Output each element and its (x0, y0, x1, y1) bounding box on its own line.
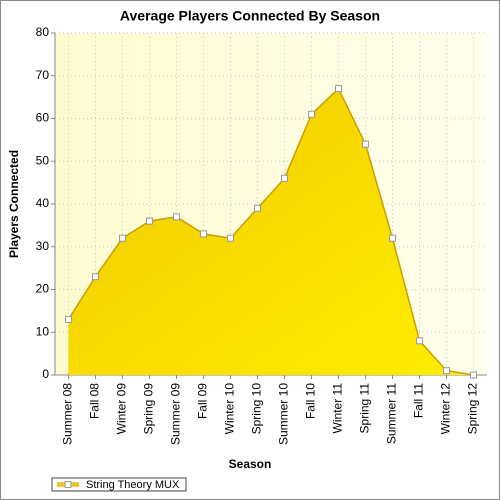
x-tick-label: Fall 09 (196, 383, 210, 419)
point-marker (389, 234, 396, 242)
x-tick-label: Spring 10 (250, 383, 264, 435)
x-tick-label: Winter 10 (223, 383, 237, 435)
point-marker (119, 234, 126, 242)
chart-title: Average Players Connected By Season (120, 8, 380, 24)
y-tick-label: 60 (36, 111, 50, 125)
y-tick-label: 30 (36, 239, 50, 253)
point-marker (416, 337, 423, 345)
x-tick-label: Spring 12 (466, 383, 480, 435)
point-marker (254, 204, 261, 212)
x-tick-label: Winter 11 (331, 383, 345, 434)
x-tick-label: Fall 11 (412, 383, 426, 418)
line (67, 87, 474, 376)
point-marker (92, 273, 99, 281)
point-marker (65, 315, 72, 323)
y-tick-label: 20 (36, 282, 50, 296)
x-tick-label: Winter 09 (115, 383, 129, 435)
y-tick-label: 10 (36, 324, 50, 338)
x-tick-label: Summer 08 (61, 383, 75, 445)
legend-label: String Theory MUX (86, 479, 180, 491)
x-tick-label: Spring 11 (358, 383, 372, 434)
point-marker (146, 217, 153, 225)
point-marker (227, 234, 234, 242)
y-tick-label: 50 (36, 153, 50, 167)
y-tick-label: 70 (36, 68, 50, 82)
legend-marker (64, 481, 72, 488)
point-marker (362, 140, 369, 148)
legend (51, 477, 187, 492)
x-tick-label: Summer 10 (277, 383, 291, 445)
x-tick-label: Fall 10 (304, 383, 318, 419)
point-marker (173, 213, 180, 221)
point-marker (443, 367, 450, 375)
y-axis-title: Players Connected (7, 150, 21, 258)
point-marker (200, 230, 207, 238)
y-tick-label: 40 (36, 196, 50, 210)
x-tick-label: Summer 11 (385, 383, 399, 444)
area (68, 88, 474, 375)
x-axis-title: Season (229, 457, 272, 471)
y-tick-label: 0 (42, 367, 49, 381)
x-tick-label: Spring 09 (142, 383, 156, 435)
point-marker (335, 85, 342, 93)
point-marker (281, 174, 288, 182)
x-tick-label: Summer 09 (169, 383, 183, 445)
x-tick-label: Fall 08 (88, 383, 102, 419)
y-tick-label: 80 (36, 25, 50, 39)
point-marker (308, 110, 315, 118)
x-tick-label: Winter 12 (439, 383, 453, 435)
point-marker (470, 371, 477, 379)
